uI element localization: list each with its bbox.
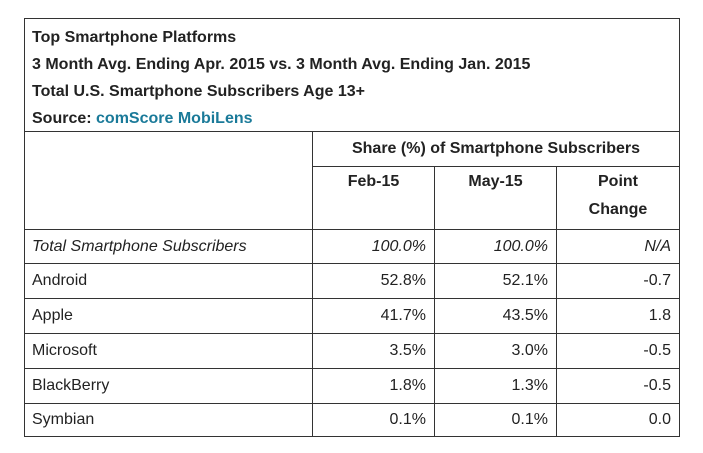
row-divider	[25, 368, 679, 369]
row-divider	[25, 403, 679, 404]
data-grid: Share (%) of Smartphone Subscribers Feb-…	[25, 132, 679, 436]
row-divider	[25, 263, 679, 264]
row-divider	[25, 229, 679, 230]
platforms-table: Top Smartphone Platforms 3 Month Avg. En…	[24, 18, 680, 437]
row-change: -0.5	[643, 342, 671, 359]
column-header-feb: Feb-15	[347, 173, 400, 190]
row-divider	[312, 166, 679, 167]
row-feb: 41.7%	[380, 307, 426, 324]
row-change: 0.0	[648, 411, 671, 428]
source-line: Source: comScore MobiLens	[32, 105, 679, 132]
row-feb: 1.8%	[389, 377, 426, 394]
row-divider	[25, 333, 679, 334]
row-divider	[25, 298, 679, 299]
row-feb: 0.1%	[389, 411, 426, 428]
row-label: Symbian	[32, 411, 95, 428]
table-title: Top Smartphone Platforms	[32, 29, 237, 46]
source-link[interactable]: comScore MobiLens	[96, 110, 253, 127]
row-change: 1.8	[648, 307, 671, 324]
column-divider	[434, 166, 435, 436]
row-feb: 52.8%	[380, 272, 426, 289]
total-row-feb: 100.0%	[371, 237, 426, 255]
row-may: 3.0%	[511, 342, 548, 359]
table-header: Top Smartphone Platforms 3 Month Avg. En…	[25, 19, 679, 132]
row-change: -0.7	[643, 272, 671, 289]
row-label: Android	[32, 272, 88, 289]
column-header-may: May-15	[468, 173, 523, 190]
column-header-point: Point	[598, 173, 638, 190]
column-header-change: Change	[588, 201, 648, 218]
column-divider	[312, 132, 313, 436]
row-may: 1.3%	[511, 377, 548, 394]
table-population: Total U.S. Smartphone Subscribers Age 13…	[32, 83, 365, 100]
total-row-may: 100.0%	[493, 237, 548, 255]
total-row-label: Total Smartphone Subscribers	[32, 237, 247, 255]
source-label: Source:	[32, 110, 92, 127]
column-divider	[556, 166, 557, 436]
row-label: Apple	[32, 307, 73, 324]
group-header: Share (%) of Smartphone Subscribers	[351, 140, 641, 157]
row-change: -0.5	[643, 377, 671, 394]
row-label: BlackBerry	[32, 377, 110, 394]
row-feb: 3.5%	[389, 342, 426, 359]
row-may: 52.1%	[502, 272, 548, 289]
row-label: Microsoft	[32, 342, 97, 359]
row-may: 43.5%	[502, 307, 548, 324]
total-row-change: N/A	[644, 237, 671, 255]
table-subtitle: 3 Month Avg. Ending Apr. 2015 vs. 3 Mont…	[32, 56, 531, 73]
row-may: 0.1%	[511, 411, 548, 428]
